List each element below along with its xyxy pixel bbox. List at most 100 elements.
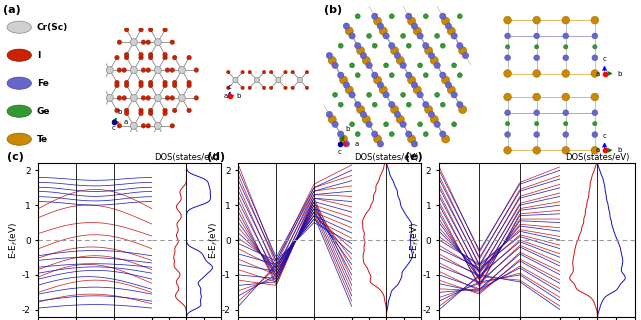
Circle shape	[305, 86, 309, 90]
Circle shape	[338, 102, 343, 107]
Circle shape	[372, 13, 378, 20]
Circle shape	[124, 80, 129, 85]
Circle shape	[447, 86, 455, 94]
Circle shape	[355, 132, 360, 137]
Circle shape	[504, 16, 512, 24]
Circle shape	[563, 33, 569, 39]
Circle shape	[254, 77, 260, 83]
Circle shape	[124, 108, 129, 113]
Circle shape	[117, 124, 122, 128]
Circle shape	[146, 96, 151, 100]
Circle shape	[332, 62, 338, 68]
Circle shape	[93, 96, 97, 100]
Circle shape	[378, 23, 383, 29]
Circle shape	[148, 108, 153, 113]
Circle shape	[349, 92, 355, 98]
Circle shape	[563, 45, 568, 49]
Circle shape	[338, 131, 344, 137]
Circle shape	[148, 55, 153, 60]
Text: (d): (d)	[207, 152, 225, 162]
Circle shape	[533, 16, 540, 24]
Circle shape	[172, 83, 177, 88]
Circle shape	[326, 52, 333, 59]
Circle shape	[505, 45, 510, 49]
Circle shape	[154, 122, 162, 129]
Circle shape	[354, 101, 361, 108]
Circle shape	[435, 33, 440, 38]
Circle shape	[248, 70, 251, 74]
Circle shape	[148, 80, 153, 85]
Circle shape	[428, 52, 435, 59]
Circle shape	[451, 92, 457, 98]
Circle shape	[130, 94, 137, 101]
Circle shape	[356, 46, 365, 55]
Circle shape	[593, 45, 597, 49]
Circle shape	[428, 111, 435, 118]
Circle shape	[187, 55, 191, 60]
Circle shape	[417, 92, 423, 98]
Circle shape	[326, 111, 333, 118]
Circle shape	[563, 110, 569, 116]
Circle shape	[163, 83, 167, 88]
Text: Fe: Fe	[37, 79, 49, 88]
Circle shape	[226, 70, 230, 74]
Text: a: a	[596, 70, 600, 76]
Circle shape	[138, 80, 144, 85]
Circle shape	[124, 28, 129, 32]
Circle shape	[413, 86, 421, 94]
Circle shape	[262, 86, 266, 90]
Circle shape	[396, 56, 404, 65]
Circle shape	[343, 82, 349, 88]
Circle shape	[445, 82, 452, 88]
Circle shape	[563, 55, 569, 61]
Circle shape	[163, 80, 167, 85]
Circle shape	[262, 70, 266, 74]
Circle shape	[124, 52, 129, 57]
Circle shape	[591, 93, 599, 101]
Circle shape	[401, 92, 406, 97]
Circle shape	[130, 39, 137, 46]
Circle shape	[343, 141, 349, 147]
Circle shape	[388, 101, 395, 108]
Circle shape	[408, 17, 415, 25]
Circle shape	[374, 135, 381, 143]
Y-axis label: E-E$_f$(eV): E-E$_f$(eV)	[408, 221, 421, 259]
Circle shape	[593, 122, 597, 126]
Circle shape	[163, 52, 167, 57]
Circle shape	[442, 135, 450, 143]
Text: a: a	[596, 147, 600, 153]
Circle shape	[504, 93, 512, 101]
Circle shape	[394, 52, 401, 59]
Circle shape	[154, 67, 162, 74]
Circle shape	[117, 40, 122, 44]
Circle shape	[122, 96, 126, 100]
Circle shape	[440, 72, 446, 78]
Circle shape	[504, 33, 510, 39]
Circle shape	[130, 67, 137, 74]
Circle shape	[390, 106, 399, 114]
Title: DOS(states/eV): DOS(states/eV)	[565, 153, 629, 163]
Circle shape	[406, 43, 412, 48]
Circle shape	[117, 68, 122, 72]
Circle shape	[163, 136, 167, 140]
Circle shape	[504, 147, 512, 154]
Text: b: b	[237, 93, 240, 99]
Circle shape	[130, 122, 137, 129]
Circle shape	[106, 67, 113, 74]
Circle shape	[592, 132, 598, 138]
Circle shape	[592, 55, 598, 61]
Text: (e): (e)	[405, 152, 423, 162]
Text: b: b	[117, 109, 122, 115]
Circle shape	[423, 14, 428, 19]
Circle shape	[591, 16, 599, 24]
Circle shape	[170, 96, 174, 100]
Circle shape	[394, 111, 401, 118]
Circle shape	[338, 72, 344, 78]
Circle shape	[354, 43, 361, 49]
Circle shape	[187, 108, 191, 113]
Circle shape	[458, 106, 467, 114]
Circle shape	[170, 68, 174, 72]
Circle shape	[452, 63, 456, 68]
Circle shape	[241, 86, 244, 90]
Circle shape	[383, 63, 388, 68]
